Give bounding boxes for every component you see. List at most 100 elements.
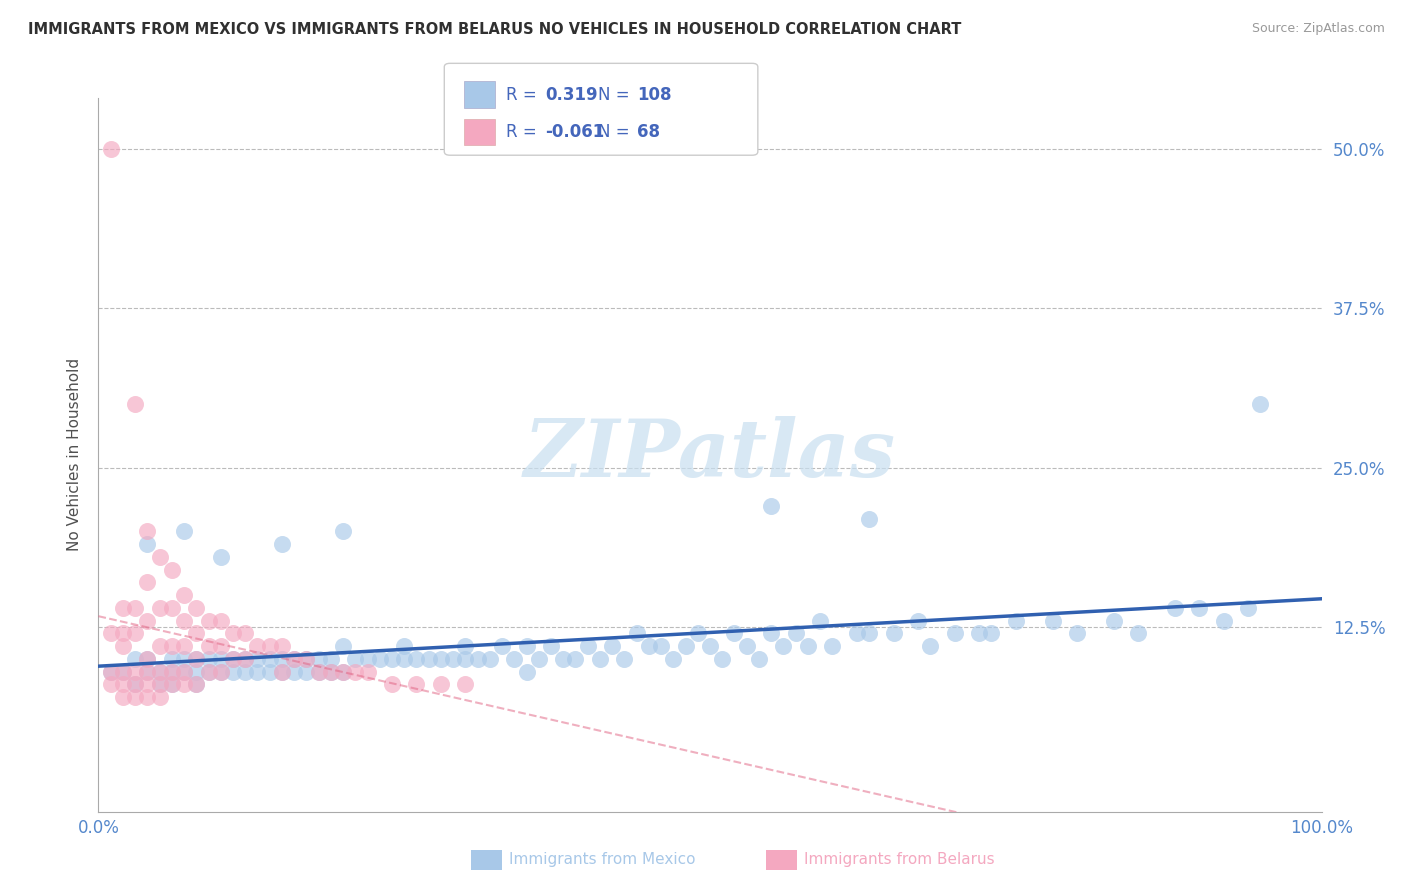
Point (111, 626, 134, 640)
Point (381, 652, 404, 666)
Point (186, 677, 208, 691)
Point (173, 665, 195, 679)
Point (111, 600, 134, 615)
Point (711, 652, 734, 666)
Point (883, 626, 905, 640)
Point (149, 600, 172, 615)
Point (209, 639, 232, 653)
Point (553, 652, 575, 666)
Point (1128, 626, 1150, 640)
Text: 68: 68 (637, 123, 659, 141)
Point (515, 639, 537, 653)
Point (503, 652, 526, 666)
Point (149, 677, 172, 691)
Point (124, 600, 146, 615)
Point (405, 677, 427, 691)
Point (1164, 600, 1187, 615)
Point (332, 524, 354, 539)
Point (136, 614, 159, 628)
Point (111, 677, 134, 691)
Point (283, 652, 305, 666)
Point (576, 639, 599, 653)
Text: R =: R = (506, 123, 543, 141)
Point (233, 652, 256, 666)
Point (967, 626, 990, 640)
Point (149, 665, 172, 679)
Point (467, 652, 489, 666)
Point (233, 626, 256, 640)
Point (149, 665, 172, 679)
Point (785, 626, 807, 640)
Point (295, 665, 318, 679)
Point (246, 665, 269, 679)
Point (149, 677, 172, 691)
Point (222, 626, 245, 640)
Point (356, 652, 378, 666)
Point (173, 677, 195, 691)
Point (319, 665, 342, 679)
Point (160, 677, 183, 691)
Point (797, 639, 820, 653)
Point (772, 639, 794, 653)
Point (111, 665, 134, 679)
Point (197, 665, 219, 679)
Point (344, 665, 367, 679)
Point (209, 665, 232, 679)
Point (308, 665, 330, 679)
Point (100, 677, 122, 691)
Point (430, 677, 453, 691)
Point (209, 614, 232, 628)
Point (136, 537, 159, 551)
Point (233, 665, 256, 679)
Point (186, 600, 208, 615)
Point (907, 614, 929, 628)
Point (283, 665, 305, 679)
Point (283, 652, 305, 666)
Point (222, 652, 245, 666)
Point (222, 652, 245, 666)
Point (186, 677, 208, 691)
Text: 0.319: 0.319 (546, 86, 598, 103)
Point (186, 665, 208, 679)
Point (319, 652, 342, 666)
Point (259, 665, 281, 679)
Point (246, 639, 269, 653)
Point (100, 142, 122, 156)
Point (173, 652, 195, 666)
Point (295, 652, 318, 666)
Point (600, 639, 623, 653)
Point (160, 677, 183, 691)
Point (723, 626, 745, 640)
Point (136, 677, 159, 691)
Point (662, 652, 685, 666)
Point (761, 499, 783, 513)
Point (650, 639, 672, 653)
Point (454, 652, 477, 666)
Point (124, 665, 146, 679)
Point (160, 652, 183, 666)
Point (332, 665, 354, 679)
Point (100, 665, 122, 679)
Point (589, 652, 612, 666)
Point (136, 652, 159, 666)
Point (308, 665, 330, 679)
Point (259, 652, 281, 666)
Point (344, 652, 367, 666)
Point (1004, 614, 1026, 628)
Text: IMMIGRANTS FROM MEXICO VS IMMIGRANTS FROM BELARUS NO VEHICLES IN HOUSEHOLD CORRE: IMMIGRANTS FROM MEXICO VS IMMIGRANTS FRO… (28, 22, 962, 37)
Point (319, 665, 342, 679)
Point (270, 665, 294, 679)
Point (111, 639, 134, 653)
Point (270, 665, 294, 679)
Point (527, 652, 550, 666)
Text: 108: 108 (637, 86, 672, 103)
Point (173, 665, 195, 679)
Point (515, 665, 537, 679)
Point (259, 639, 281, 653)
Point (332, 639, 354, 653)
Point (246, 652, 269, 666)
Point (160, 563, 183, 577)
Point (197, 652, 219, 666)
Point (540, 639, 562, 653)
Point (430, 652, 453, 666)
